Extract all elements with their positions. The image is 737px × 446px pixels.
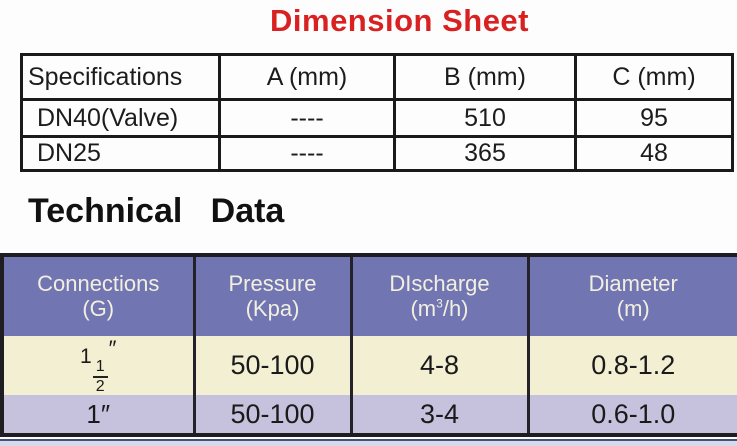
tech-header-line: Connections (37, 270, 160, 296)
spec-name-cell: DN40(Valve) (20, 98, 221, 138)
tech-header-unit: (m3/h) (410, 295, 469, 321)
tech-header-line: Diameter (588, 270, 678, 296)
fraction-whole: 1 (80, 345, 92, 368)
tech-header-unit: (Kpa) (245, 295, 300, 321)
table-row: DN40(Valve) ---- 510 95 (20, 98, 734, 138)
dim-header-c-mm: C (mm) (574, 53, 734, 101)
bottom-divider-line (0, 439, 737, 441)
tech-header-line: Pressure (228, 270, 317, 296)
tech-header-unit: (m) (616, 295, 650, 321)
table-row: 1″ 50-100 3-4 0.6-1.0 (0, 395, 737, 435)
technical-data-heading: Technical Data (28, 192, 285, 230)
tech-header-line: DIscharge (389, 270, 490, 296)
dim-header-b-mm: B (mm) (393, 53, 577, 101)
page-title: Dimension Sheet (270, 3, 529, 38)
pressure-cell: 50-100 (192, 395, 353, 435)
tech-header-discharge: DIscharge (m3/h) (349, 255, 530, 336)
technical-data-table: Connections (G) Pressure (Kpa) DIscharge… (0, 253, 737, 437)
fraction-whole: 1 (86, 398, 101, 429)
inch-mark: ″ (108, 336, 117, 361)
tech-header-diameter: Diameter (m) (526, 255, 737, 336)
dim-b-cell: 365 (393, 135, 577, 172)
inch-mark: ″ (100, 398, 111, 429)
dimension-table-header-row: Specifications A (mm) B (mm) C (mm) (20, 53, 734, 101)
dim-b-cell: 510 (393, 98, 577, 138)
dim-header-a-mm: A (mm) (218, 53, 396, 101)
diameter-cell: 0.8-1.2 (526, 336, 737, 395)
tech-header-pressure: Pressure (Kpa) (192, 255, 353, 336)
bottom-strip (0, 441, 737, 446)
dim-c-cell: 48 (574, 135, 734, 172)
dimension-table: Specifications A (mm) B (mm) C (mm) DN40… (20, 53, 734, 172)
dim-c-cell: 95 (574, 98, 734, 138)
spec-name-cell: DN25 (20, 135, 221, 172)
dim-a-cell: ---- (218, 135, 396, 172)
connection-size-cell: 1 1 2 ″ (0, 336, 196, 395)
connection-size-cell: 1″ (0, 395, 196, 435)
pressure-cell: 50-100 (192, 336, 353, 395)
table-row: DN25 ---- 365 48 (20, 135, 734, 172)
dim-a-cell: ---- (218, 98, 396, 138)
technical-table-header-row: Connections (G) Pressure (Kpa) DIscharge… (0, 255, 737, 336)
diameter-cell: 0.6-1.0 (526, 395, 737, 435)
tech-header-connections: Connections (G) (0, 255, 196, 336)
dim-header-specifications: Specifications (20, 53, 221, 101)
discharge-cell: 3-4 (349, 395, 530, 435)
table-row: 1 1 2 ″ 50-100 4-8 0.8-1.2 (0, 336, 737, 395)
tech-header-unit: (G) (82, 295, 115, 321)
discharge-cell: 4-8 (349, 336, 530, 395)
